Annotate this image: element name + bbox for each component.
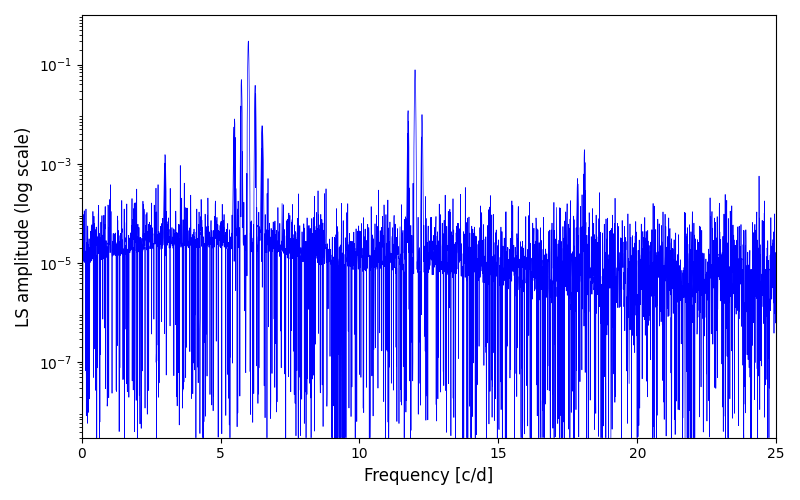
X-axis label: Frequency [c/d]: Frequency [c/d] xyxy=(364,467,494,485)
Y-axis label: LS amplitude (log scale): LS amplitude (log scale) xyxy=(15,126,33,326)
